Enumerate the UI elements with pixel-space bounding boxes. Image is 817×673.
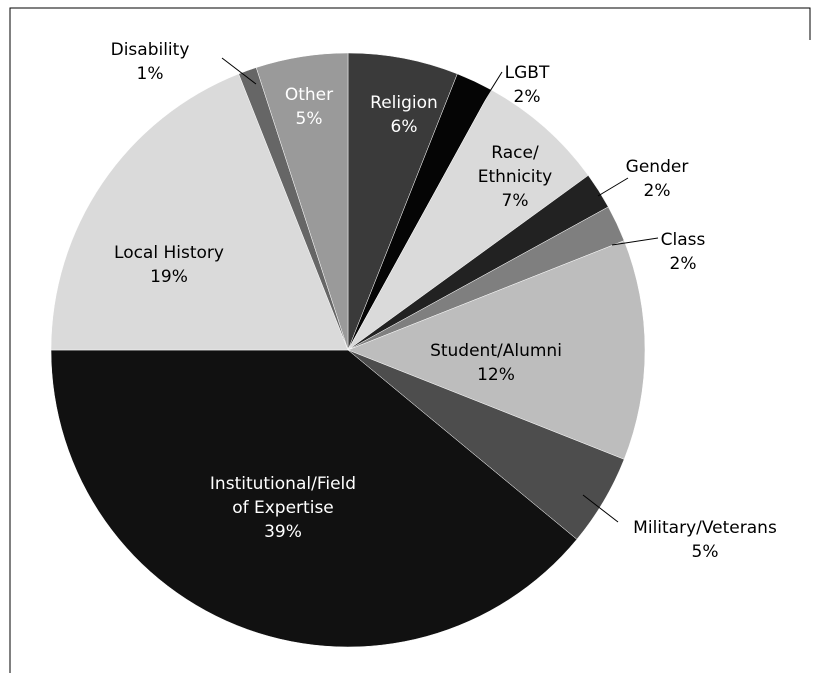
leader-line (611, 237, 659, 246)
leader-line (597, 177, 629, 197)
slice-label: LGBT (505, 63, 550, 83)
slice-label: Class (661, 230, 706, 250)
slice-label: Other (285, 85, 333, 105)
pie-slice (347, 89, 589, 351)
slice-label: Religion (370, 93, 438, 113)
value-label: 7% (502, 191, 529, 211)
slice-label: Student/Alumni (430, 341, 562, 361)
value-label: 5% (692, 542, 719, 562)
value-label: 5% (296, 109, 323, 129)
value-label: 2% (514, 87, 541, 107)
slice-label: Local History (114, 243, 224, 263)
leader-line (582, 494, 619, 523)
pie-slice (50, 73, 349, 351)
leader-line (221, 57, 257, 85)
value-label: 1% (137, 64, 164, 84)
pie-slice (347, 240, 646, 460)
value-label: 2% (670, 254, 697, 274)
value-label: 19% (150, 267, 188, 287)
slice-label: Disability (111, 40, 190, 60)
slice-label: Institutional/Field of Expertise (210, 474, 356, 518)
value-label: 39% (264, 522, 302, 542)
slice-label: Race/Ethnicity (478, 143, 552, 187)
value-label: 12% (477, 365, 515, 385)
slice-label: Gender (626, 157, 689, 177)
value-label: 2% (644, 181, 671, 201)
pie-slice (255, 52, 349, 351)
value-label: 6% (391, 117, 418, 137)
pie-slice (50, 349, 578, 648)
leader-line (481, 71, 503, 105)
frame (9, 7, 811, 673)
slice-label: Military/Veterans (633, 518, 777, 538)
